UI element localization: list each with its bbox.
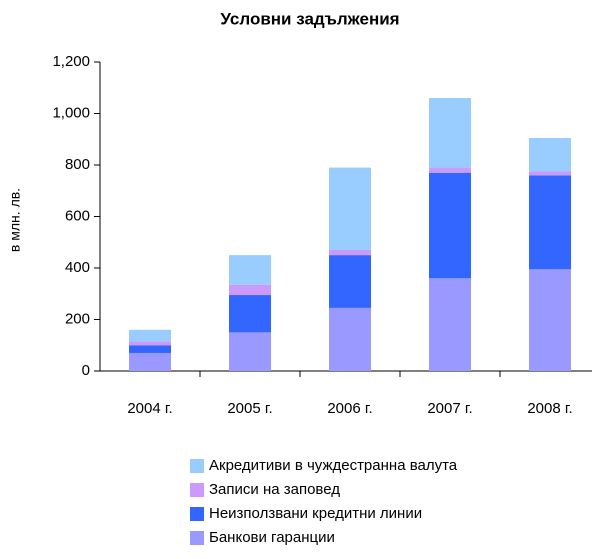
legend-label: Акредитиви в чуждестранна валута bbox=[209, 457, 458, 474]
y-axis-label: в млн. лв. bbox=[7, 188, 23, 252]
legend-swatch bbox=[190, 483, 204, 497]
bar-segment bbox=[229, 284, 271, 296]
y-tick-label: 200 bbox=[65, 310, 90, 327]
bar-segment bbox=[129, 341, 171, 346]
y-tick-label: 400 bbox=[65, 259, 90, 276]
x-tick-label: 2008 г. bbox=[527, 400, 572, 417]
bar-segment bbox=[129, 329, 171, 342]
bar-segment bbox=[329, 167, 371, 250]
legend-label: Записи на заповед bbox=[209, 481, 340, 498]
bar-segment bbox=[429, 167, 471, 173]
bar-segment bbox=[529, 137, 571, 172]
bar-segment bbox=[529, 269, 571, 371]
bar-segment bbox=[329, 307, 371, 371]
legend-swatch bbox=[190, 507, 204, 521]
y-tick-label: 600 bbox=[65, 207, 90, 224]
bar-segment bbox=[129, 345, 171, 353]
legend-swatch bbox=[190, 459, 204, 473]
bar-segment bbox=[529, 171, 571, 176]
bar-segment bbox=[229, 295, 271, 333]
y-tick-label: 1,000 bbox=[52, 104, 90, 121]
bar-segment bbox=[129, 352, 171, 371]
x-tick-label: 2005 г. bbox=[227, 400, 272, 417]
bar-segment bbox=[329, 249, 371, 256]
bar-segment bbox=[229, 255, 271, 285]
bar-segment bbox=[329, 255, 371, 308]
legend-label: Банкови гаранции bbox=[209, 529, 335, 546]
x-tick-label: 2006 г. bbox=[327, 400, 372, 417]
bar-segment bbox=[429, 98, 471, 168]
legend-label: Неизползвани кредитни линии bbox=[209, 505, 422, 522]
bar-segment bbox=[429, 172, 471, 279]
legend-swatch bbox=[190, 531, 204, 545]
x-tick-label: 2007 г. bbox=[427, 400, 472, 417]
x-tick-label: 2004 г. bbox=[127, 400, 172, 417]
bar-segment bbox=[229, 332, 271, 371]
y-tick-label: 1,200 bbox=[52, 53, 90, 70]
bar-segment bbox=[429, 278, 471, 371]
chart-title: Условни задължения bbox=[220, 9, 399, 28]
bar-segment bbox=[529, 175, 571, 270]
y-tick-label: 800 bbox=[65, 156, 90, 173]
y-tick-label: 0 bbox=[82, 362, 90, 379]
